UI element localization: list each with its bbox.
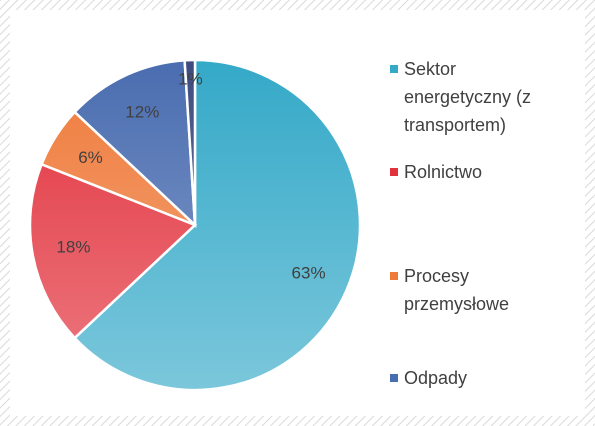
legend-label: Sektor energetyczny (z transportem): [404, 59, 532, 135]
legend-swatch: [390, 272, 398, 280]
data-label: 63%: [292, 264, 326, 283]
legend-swatch: [390, 374, 398, 382]
data-label: 6%: [78, 148, 103, 167]
legend-label: Odpady: [404, 368, 468, 388]
legend-label: Rolnictwo: [404, 162, 483, 182]
legend-entry: Sektor energetyczny (z transportem): [390, 55, 580, 139]
data-label: 18%: [56, 238, 90, 257]
data-label: 1%: [178, 69, 203, 88]
legend-swatch: [390, 65, 398, 73]
legend-entry: Procesy przemysłowe: [390, 262, 580, 318]
legend-swatch: [390, 168, 398, 176]
legend-entry: Rolnictwo: [390, 158, 580, 186]
data-label: 12%: [125, 103, 159, 122]
legend-label: Procesy przemysłowe: [404, 266, 510, 314]
legend-entry: Odpady: [390, 364, 580, 392]
